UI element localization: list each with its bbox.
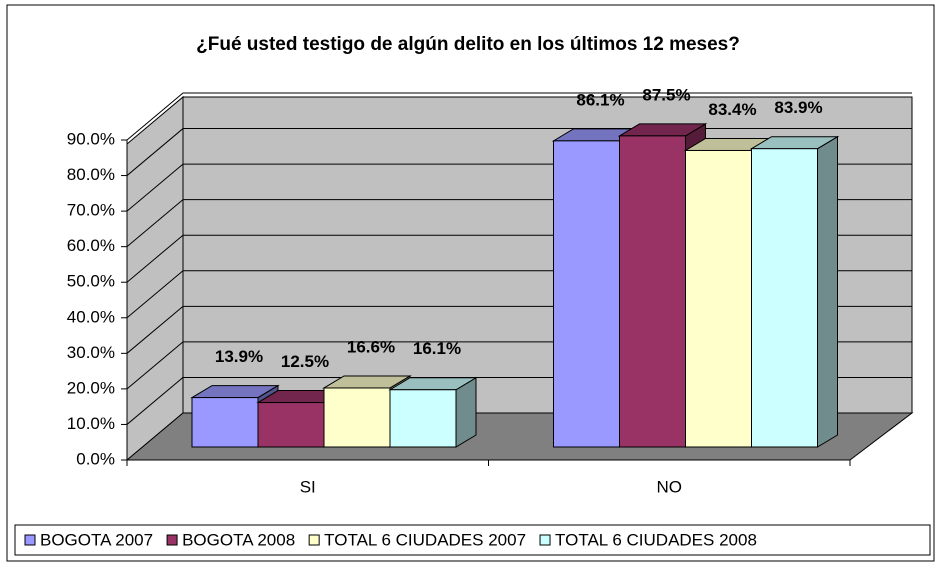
grid-line — [126, 199, 184, 248]
y-tick-label: 50.0% — [67, 272, 115, 291]
grid-line — [126, 92, 184, 141]
y-tick-label: 10.0% — [67, 414, 115, 433]
legend-label: TOTAL 6 CIUDADES 2008 — [555, 530, 757, 549]
y-tick-label: 30.0% — [67, 343, 115, 362]
legend-label: BOGOTA 2008 — [182, 530, 295, 549]
chart-title: ¿Fué usted testigo de algún delito en lo… — [196, 34, 740, 55]
data-label: 13.9% — [215, 347, 263, 366]
bar — [191, 397, 259, 448]
x-tick-label: SI — [300, 477, 316, 496]
legend-swatch — [539, 534, 551, 546]
legend-swatch — [308, 534, 320, 546]
bar — [323, 387, 391, 448]
grid-line — [126, 305, 184, 354]
bar — [389, 389, 457, 448]
bar — [685, 149, 752, 448]
bar — [619, 135, 686, 448]
data-label: 12.5% — [281, 352, 329, 371]
data-label: 83.4% — [708, 100, 756, 119]
data-label: 83.9% — [774, 98, 822, 117]
bar-side — [817, 135, 838, 448]
bar — [751, 148, 818, 448]
y-tick-label: 40.0% — [67, 307, 115, 326]
data-label: 16.6% — [347, 337, 395, 356]
x-tick-label: NO — [657, 477, 683, 496]
grid-line — [126, 270, 184, 319]
legend-swatch — [166, 534, 178, 546]
grid-line — [126, 377, 184, 425]
y-tick-label: 70.0% — [67, 201, 115, 220]
legend-label: BOGOTA 2007 — [40, 530, 153, 549]
y-tick-label: 80.0% — [67, 165, 115, 184]
y-tick-label: 90.0% — [67, 129, 115, 148]
data-label: 16.1% — [413, 339, 461, 358]
y-tick-label: 0.0% — [76, 449, 115, 468]
data-label: 87.5% — [642, 85, 690, 104]
bar — [257, 402, 325, 448]
grid-line — [126, 128, 184, 176]
grid-line — [126, 163, 184, 212]
grid-line — [126, 341, 184, 390]
grid-line — [126, 234, 184, 283]
data-label: 86.1% — [576, 90, 624, 109]
bar — [553, 140, 620, 448]
y-tick-label: 20.0% — [67, 378, 115, 397]
legend-swatch — [24, 534, 36, 546]
y-tick-label: 60.0% — [67, 236, 115, 255]
legend-label: TOTAL 6 CIUDADES 2007 — [324, 530, 526, 549]
